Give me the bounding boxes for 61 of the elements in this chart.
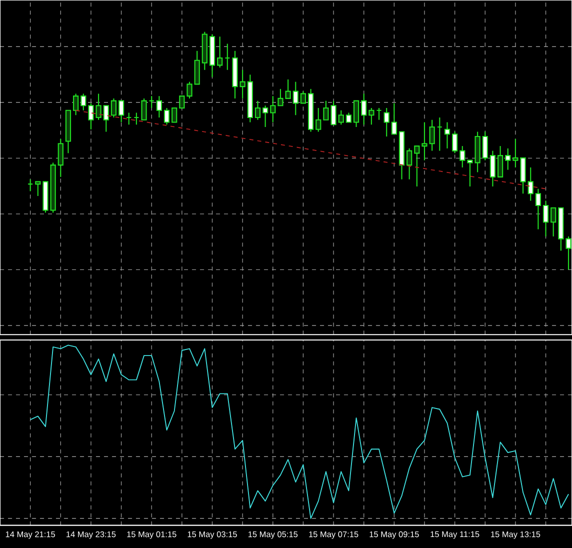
x-tick-label: 15 May 11:15 bbox=[430, 531, 480, 539]
candlestick bbox=[460, 146, 466, 168]
candlestick bbox=[550, 207, 556, 237]
candlestick bbox=[270, 96, 276, 123]
candlestick bbox=[300, 90, 306, 104]
candlestick bbox=[346, 112, 352, 123]
candlestick bbox=[406, 148, 412, 180]
candlestick bbox=[110, 98, 117, 118]
x-tick-label: 15 May 01:15 bbox=[127, 531, 176, 539]
candlestick bbox=[80, 93, 86, 111]
candlestick bbox=[542, 200, 549, 237]
candlestick bbox=[224, 43, 230, 70]
candlestick bbox=[126, 112, 132, 126]
candlestick bbox=[452, 131, 458, 154]
x-tick-label: 14 May 23:15 bbox=[66, 531, 116, 539]
candlestick bbox=[141, 98, 147, 120]
candlestick bbox=[35, 181, 41, 197]
candlestick bbox=[194, 50, 200, 85]
candlestick bbox=[528, 166, 534, 202]
candlestick bbox=[422, 122, 428, 161]
candlestick bbox=[497, 146, 504, 178]
candlestick bbox=[429, 119, 435, 152]
candlestick bbox=[58, 138, 64, 178]
candlestick bbox=[164, 107, 170, 126]
candlestick bbox=[254, 100, 261, 120]
candlestick bbox=[262, 105, 268, 128]
candlestick bbox=[103, 105, 109, 132]
candlestick bbox=[391, 102, 397, 135]
candlestick bbox=[28, 178, 34, 192]
candlestick bbox=[490, 150, 496, 187]
x-tick-label: 15 May 13:15 bbox=[491, 531, 540, 539]
candlestick bbox=[186, 81, 192, 99]
candlestick bbox=[134, 112, 140, 126]
candlestick bbox=[505, 148, 511, 170]
candlestick bbox=[316, 107, 322, 132]
x-tick-label: 15 May 07:15 bbox=[309, 531, 358, 539]
candlestick bbox=[118, 100, 124, 123]
candlestick bbox=[482, 131, 488, 161]
candlestick bbox=[566, 236, 572, 270]
candlestick bbox=[414, 146, 420, 187]
candlestick bbox=[156, 96, 162, 118]
candlestick bbox=[376, 107, 382, 120]
x-tick-label: 15 May 05:15 bbox=[248, 531, 298, 539]
x-tick-label: 15 May 09:15 bbox=[370, 531, 419, 539]
candlestick bbox=[338, 110, 344, 126]
candlestick bbox=[72, 93, 79, 116]
candlestick bbox=[148, 96, 154, 109]
candlestick bbox=[361, 93, 367, 126]
x-tick-label: 15 May 03:15 bbox=[188, 531, 237, 539]
candlestick bbox=[436, 116, 442, 152]
candlestick bbox=[179, 96, 185, 109]
candlestick bbox=[292, 81, 298, 116]
candlestick bbox=[368, 107, 374, 126]
candlestick bbox=[444, 122, 450, 149]
candlestick bbox=[384, 107, 390, 138]
candlestick bbox=[172, 107, 178, 123]
candlestick bbox=[353, 100, 360, 128]
candlestick bbox=[217, 36, 223, 68]
x-tick-label: 14 May 21:15 bbox=[6, 531, 56, 539]
candlestick bbox=[240, 69, 246, 99]
candlestick bbox=[535, 188, 541, 230]
